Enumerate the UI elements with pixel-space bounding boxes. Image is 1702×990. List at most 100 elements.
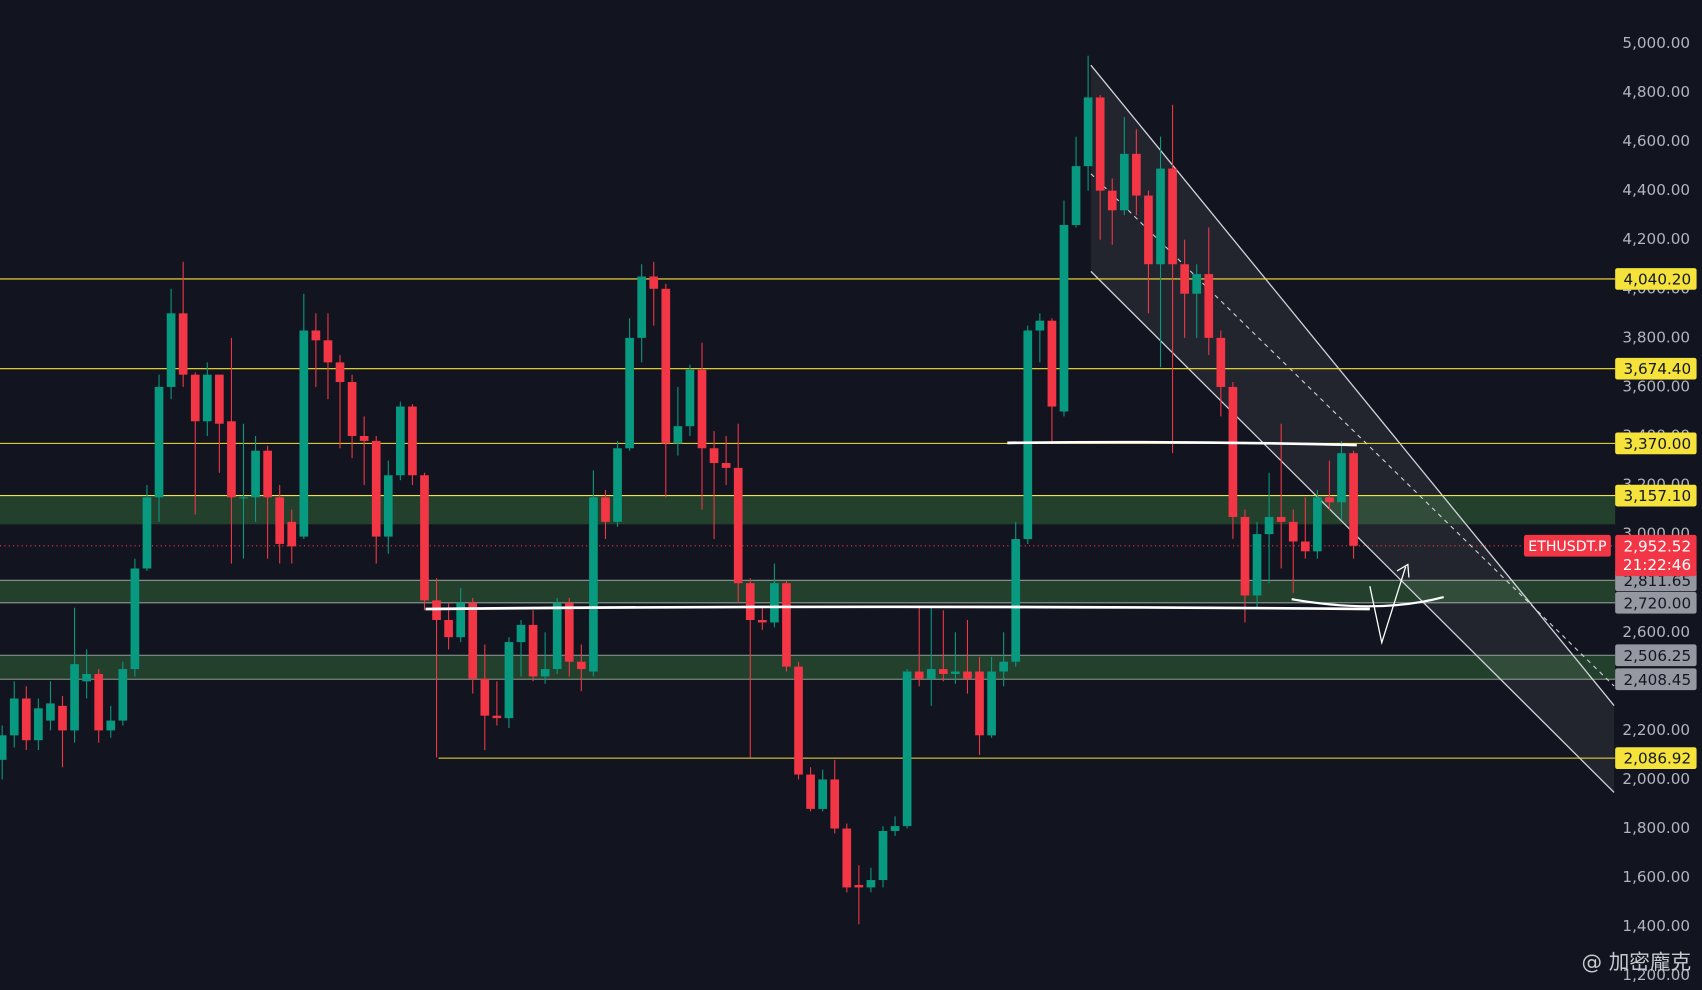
y-tick-label: 4,800.00 (1622, 83, 1690, 101)
candle-body (1119, 153, 1129, 211)
y-tick-label: 4,600.00 (1622, 132, 1690, 150)
last-price-label: 2,952.52 (1624, 537, 1692, 555)
candle-body (178, 313, 188, 375)
price-tag-label: 2,811.65 (1624, 572, 1692, 590)
candle-body (166, 313, 176, 387)
zone (0, 655, 1616, 680)
candle-body (661, 288, 671, 444)
candle-body (709, 448, 719, 463)
candle-body (371, 440, 381, 537)
candle-body (118, 669, 128, 721)
candle-body (830, 779, 840, 829)
candle-body (106, 720, 116, 731)
channel-mid (1090, 173, 1615, 687)
candle-body (1252, 534, 1262, 596)
candle-body (9, 698, 19, 736)
candle-body (516, 624, 526, 643)
zone (0, 495, 1616, 525)
candle-body (794, 666, 803, 775)
y-tick-label: 2,200.00 (1622, 721, 1690, 739)
candle-body (396, 406, 405, 476)
y-tick-label: 3,800.00 (1622, 328, 1690, 346)
candle-body (673, 426, 683, 444)
last-price-tag (1615, 534, 1697, 577)
price-tag-label: 3,370.00 (1624, 435, 1692, 453)
price-tag (1615, 484, 1697, 507)
candle-body (1337, 453, 1346, 503)
candle-body (842, 828, 852, 888)
zone (0, 580, 1616, 603)
candle-body (323, 340, 333, 363)
candle-body (625, 337, 634, 449)
candle-body (1192, 274, 1202, 294)
candle-body (576, 661, 586, 670)
candle-body (34, 708, 43, 741)
candle-body (1325, 497, 1334, 503)
candle-body (975, 671, 984, 736)
candle-body (1276, 516, 1286, 522)
drawn-arrow (1369, 563, 1410, 646)
countdown-label: 21:22:46 (1623, 556, 1691, 574)
candle-body (914, 671, 924, 679)
candle-body (1035, 320, 1045, 331)
candle-body (1204, 274, 1214, 338)
candle-body (1180, 264, 1189, 294)
candle-body (456, 602, 466, 638)
candle-body (1071, 166, 1081, 226)
candle-body (251, 450, 260, 498)
y-tick-label: 2,000.00 (1622, 770, 1690, 788)
candle-body (468, 602, 478, 679)
candle-body (1228, 386, 1238, 517)
drawn-line (1007, 440, 1357, 447)
candle-body (1216, 337, 1226, 387)
candle-body (190, 374, 200, 422)
candle-body (215, 374, 224, 424)
candle-body (1313, 497, 1322, 552)
candle-body (383, 475, 393, 537)
candle-body (420, 475, 429, 601)
candle-body (311, 330, 321, 341)
price-tag (1615, 747, 1697, 769)
y-tick-label: 1,600.00 (1622, 868, 1690, 886)
candle-body (757, 619, 767, 623)
y-tick-label: 1,400.00 (1622, 917, 1690, 935)
candle-body (564, 602, 574, 662)
candle-body (613, 448, 622, 522)
candle-body (154, 386, 164, 498)
candle-body (1023, 330, 1033, 540)
price-tag (1615, 268, 1697, 290)
candle-body (1107, 190, 1117, 211)
price-tag (1615, 432, 1697, 455)
candle-body (480, 678, 490, 716)
candle-body (504, 642, 514, 719)
candle-body (239, 497, 248, 499)
candle-body (299, 330, 309, 537)
candle-body (951, 671, 960, 674)
candle-body (0, 735, 7, 760)
candle-body (589, 497, 598, 672)
candle-body (1156, 168, 1165, 265)
price-tag-label: 3,157.10 (1624, 487, 1692, 505)
candle-body (649, 276, 659, 289)
candle-body (21, 698, 31, 741)
drawn-curve (1291, 595, 1444, 608)
candle-body (82, 673, 91, 682)
candle-body (890, 826, 900, 831)
candle-body (347, 382, 357, 436)
candle-body (999, 661, 1008, 672)
candle-body (770, 583, 779, 623)
price-tag-label: 2,408.45 (1624, 671, 1692, 689)
candle-body (227, 421, 236, 498)
candle-body (854, 884, 864, 888)
candle-body (1349, 453, 1358, 546)
candle-body (552, 602, 562, 670)
y-tick-label: 4,200.00 (1622, 230, 1690, 248)
price-tag (1615, 591, 1697, 614)
candle-body (335, 362, 345, 383)
candle-body (1059, 225, 1069, 412)
candle-body (263, 450, 272, 498)
candle-body (1011, 539, 1021, 662)
channel-fill (1090, 65, 1615, 793)
candle-body (866, 880, 876, 888)
